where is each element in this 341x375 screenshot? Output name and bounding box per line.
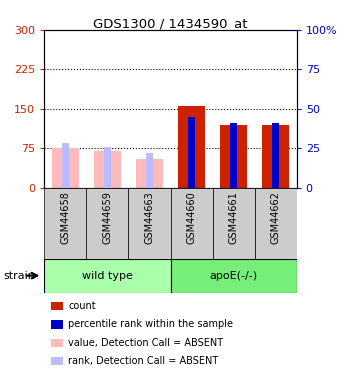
Text: strain: strain <box>3 271 35 280</box>
Bar <box>255 188 297 259</box>
Text: rank, Detection Call = ABSENT: rank, Detection Call = ABSENT <box>68 356 219 366</box>
Bar <box>52 148 79 188</box>
Bar <box>212 188 255 259</box>
Bar <box>178 106 205 188</box>
Text: percentile rank within the sample: percentile rank within the sample <box>68 320 233 329</box>
Bar <box>44 188 86 259</box>
Text: GSM44662: GSM44662 <box>271 191 281 244</box>
Bar <box>220 124 247 188</box>
Bar <box>136 159 163 188</box>
Text: GSM44658: GSM44658 <box>60 191 70 244</box>
Bar <box>94 151 121 188</box>
Text: wild type: wild type <box>82 271 133 280</box>
Text: GSM44660: GSM44660 <box>187 191 196 244</box>
Bar <box>146 153 153 188</box>
Bar <box>170 259 297 292</box>
Text: GSM44663: GSM44663 <box>145 191 154 244</box>
Text: count: count <box>68 301 96 310</box>
Bar <box>129 188 170 259</box>
Bar <box>62 143 69 188</box>
Bar <box>262 124 289 188</box>
Bar <box>170 188 212 259</box>
Text: apoE(-/-): apoE(-/-) <box>209 271 258 280</box>
Bar <box>44 259 170 292</box>
Text: GDS1300 / 1434590_at: GDS1300 / 1434590_at <box>93 17 248 30</box>
Text: value, Detection Call = ABSENT: value, Detection Call = ABSENT <box>68 338 223 348</box>
Bar <box>104 147 111 188</box>
Bar <box>272 123 279 188</box>
Text: GSM44659: GSM44659 <box>102 191 113 244</box>
Bar <box>188 117 195 188</box>
Bar <box>230 123 237 188</box>
Bar <box>86 188 129 259</box>
Text: GSM44661: GSM44661 <box>228 191 239 244</box>
